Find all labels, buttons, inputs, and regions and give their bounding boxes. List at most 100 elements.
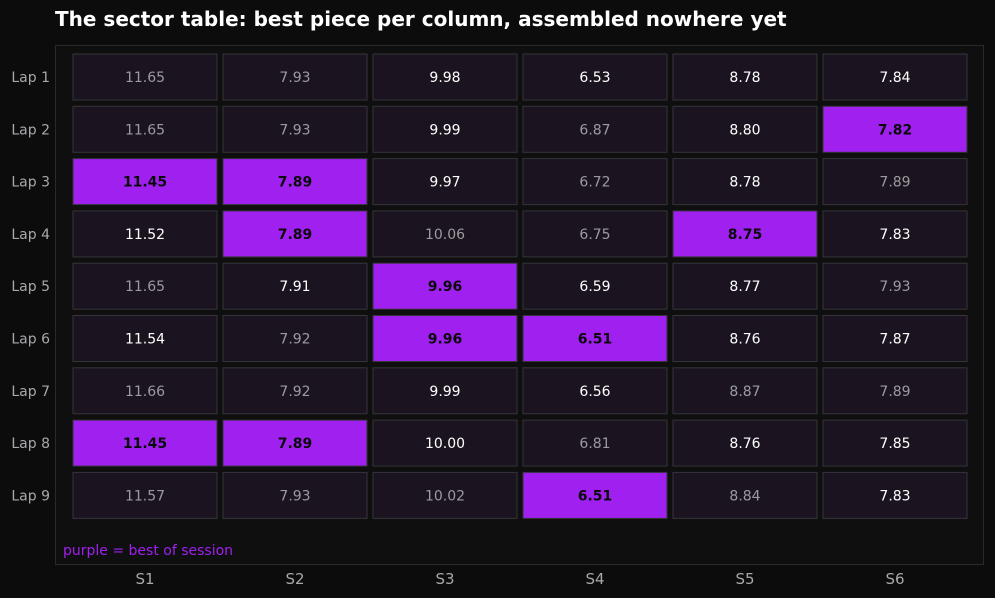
cell-value: 6.75 <box>579 227 610 243</box>
cell-value: 7.83 <box>879 488 910 504</box>
chart-title: The sector table: best piece per column,… <box>55 7 787 31</box>
best-cell <box>72 158 218 206</box>
row-label: Lap 5 <box>11 279 50 295</box>
cell-value: 8.76 <box>729 332 760 348</box>
table-cell <box>72 471 218 519</box>
cell-value: 10.06 <box>425 227 465 243</box>
cell-value: 11.57 <box>125 488 165 504</box>
cell-value: 11.52 <box>125 227 165 243</box>
table-cell <box>72 367 218 415</box>
cell-value: 10.02 <box>425 488 465 504</box>
row-label: Lap 3 <box>11 175 50 191</box>
cell-value: 11.66 <box>125 384 165 400</box>
table-cell <box>822 53 968 101</box>
row-label: Lap 9 <box>11 488 50 504</box>
table-cell <box>372 158 518 206</box>
table-cell <box>372 419 518 467</box>
column-label: S5 <box>735 570 754 588</box>
table-cell <box>822 419 968 467</box>
cell-value: 6.72 <box>579 175 610 191</box>
row-label: Lap 8 <box>11 436 50 452</box>
cell-value: 9.96 <box>428 332 463 348</box>
cell-value: 11.65 <box>125 122 165 138</box>
cell-value: 8.84 <box>729 488 760 504</box>
row-label: Lap 4 <box>11 227 50 243</box>
table-cell <box>672 367 818 415</box>
cell-value: 6.53 <box>579 70 610 86</box>
table-cell <box>522 367 668 415</box>
cell-value: 9.99 <box>429 122 460 138</box>
table-cell <box>672 158 818 206</box>
table-cell <box>372 105 518 153</box>
table-cell <box>222 471 368 519</box>
table-cell <box>672 105 818 153</box>
table-cell <box>522 53 668 101</box>
cell-value: 10.00 <box>425 436 465 452</box>
column-label: S1 <box>135 570 154 588</box>
cell-value: 6.51 <box>578 488 613 504</box>
cell-value: 7.82 <box>878 122 913 138</box>
cell-value: 8.87 <box>729 384 760 400</box>
cell-value: 6.56 <box>579 384 610 400</box>
column-label: S4 <box>585 570 604 588</box>
best-cell <box>372 315 518 362</box>
table-cell <box>822 471 968 519</box>
table-cell <box>822 262 968 310</box>
cell-value: 7.89 <box>879 175 910 191</box>
cell-value: 7.84 <box>879 70 910 86</box>
cell-value: 8.75 <box>728 227 763 243</box>
table-cell <box>372 471 518 519</box>
table-cell <box>372 53 518 101</box>
cell-value: 11.45 <box>123 436 167 452</box>
cell-value: 7.87 <box>879 332 910 348</box>
cell-value: 9.97 <box>429 175 460 191</box>
cell-value: 7.92 <box>279 384 310 400</box>
table-cell <box>72 210 218 258</box>
cell-value: 7.89 <box>278 227 313 243</box>
cell-value: 9.99 <box>429 384 460 400</box>
column-label: S3 <box>435 570 454 588</box>
table-cell <box>72 53 218 101</box>
legend-note: purple = best of session <box>63 543 234 559</box>
best-cell <box>522 315 668 362</box>
table-cell <box>672 262 818 310</box>
cell-value: 7.93 <box>879 279 910 295</box>
table-cell <box>822 315 968 362</box>
best-cell <box>222 158 368 206</box>
row-label: Lap 2 <box>11 122 50 138</box>
table-cell <box>222 262 368 310</box>
cell-value: 7.91 <box>279 279 310 295</box>
table-cell <box>672 315 818 362</box>
table-cell <box>522 262 668 310</box>
cell-value: 8.77 <box>729 279 760 295</box>
table-cell <box>522 419 668 467</box>
cell-value: 11.54 <box>125 332 165 348</box>
cell-value: 7.89 <box>278 436 313 452</box>
cell-value: 7.93 <box>279 70 310 86</box>
table-cell <box>822 367 968 415</box>
cell-value: 8.78 <box>729 175 760 191</box>
column-label: S2 <box>285 570 304 588</box>
cell-value: 6.81 <box>579 436 610 452</box>
table-cell <box>822 158 968 206</box>
table-cell <box>222 367 368 415</box>
cell-value: 7.93 <box>279 122 310 138</box>
cell-value: 7.93 <box>279 488 310 504</box>
table-cell <box>522 105 668 153</box>
cell-value: 7.83 <box>879 227 910 243</box>
table-cell <box>222 315 368 362</box>
cell-value: 11.65 <box>125 70 165 86</box>
cell-value: 9.96 <box>428 279 463 295</box>
cell-value: 6.87 <box>579 122 610 138</box>
cell-value: 7.92 <box>279 332 310 348</box>
table-cell <box>222 105 368 153</box>
best-cell <box>222 210 368 258</box>
cell-value: 11.65 <box>125 279 165 295</box>
cell-value: 11.45 <box>123 175 167 191</box>
row-label: Lap 7 <box>11 384 50 400</box>
best-cell <box>72 419 218 467</box>
table-cell <box>522 210 668 258</box>
table-cell <box>72 262 218 310</box>
best-cell <box>672 210 818 258</box>
table-cell <box>672 419 818 467</box>
